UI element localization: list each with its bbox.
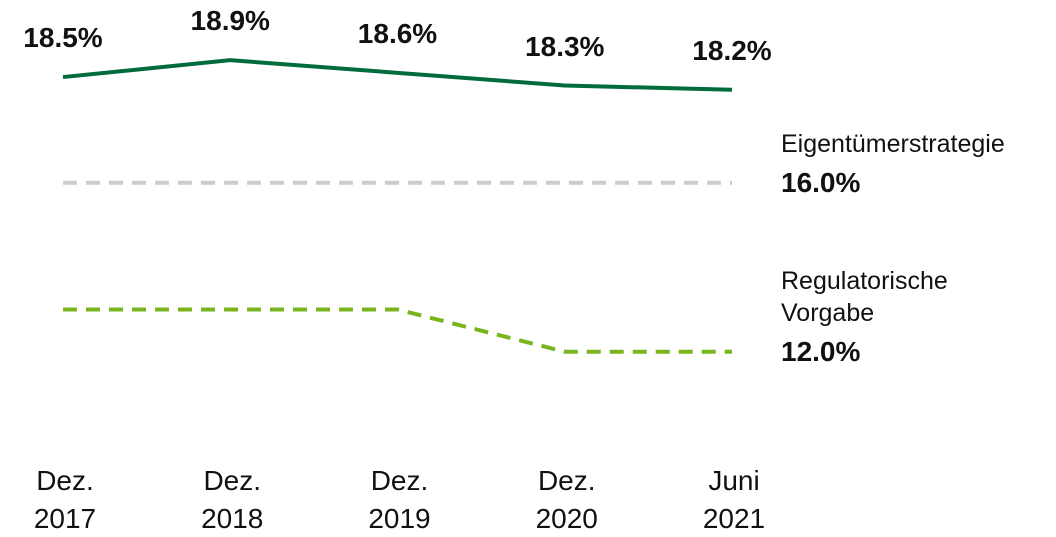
- data-label: 18.3%: [525, 30, 605, 62]
- x-tick-label: Dez. 2018: [201, 465, 264, 534]
- end-label: 12.0%: [781, 335, 861, 367]
- series-line: [62, 58, 733, 92]
- end-label: 16.0%: [781, 166, 861, 198]
- x-tick-label: Dez. 2019: [368, 465, 431, 534]
- x-tick-label: Dez. 2017: [33, 465, 97, 534]
- data-label: 18.9%: [190, 5, 270, 37]
- series-line: [63, 307, 732, 354]
- data-label: 18.6%: [357, 17, 438, 49]
- series-name: Regulatorische Vorgabe: [781, 266, 948, 327]
- x-tick-label: Dez. 2020: [535, 465, 598, 534]
- data-label: 18.2%: [692, 34, 772, 66]
- series-name: Eigentümerstrategie: [781, 129, 1005, 158]
- data-label: 18.5%: [23, 22, 103, 54]
- x-tick-label: Juni 2021: [702, 465, 766, 534]
